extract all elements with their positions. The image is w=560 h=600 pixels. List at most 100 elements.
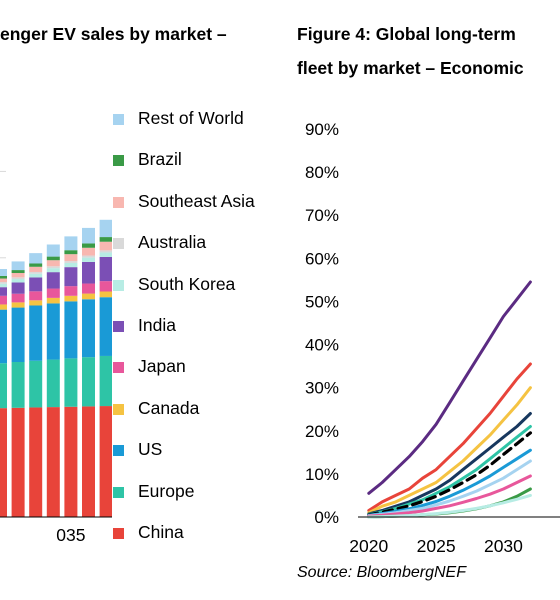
right-x-tick-label: 2025 — [417, 536, 456, 556]
legend-swatch — [113, 114, 124, 125]
bar-rest-of-world-2035 — [64, 236, 78, 251]
legend-swatch — [113, 528, 124, 539]
bar-us-2036 — [82, 299, 95, 358]
bar-europe-2035 — [64, 358, 78, 407]
bar-europe-2033 — [29, 360, 43, 408]
bar-japan-2036 — [82, 283, 95, 294]
bar-south-korea-2037 — [99, 252, 112, 257]
bar-japan-2034 — [46, 288, 60, 298]
right-chart-title-line1: Figure 4: Global long-term — [297, 24, 516, 44]
bar-europe-2032 — [11, 361, 25, 408]
right-y-tick-label: 20% — [305, 422, 339, 441]
right-y-tick-label: 40% — [305, 336, 339, 355]
right-x-tick-label: 2030 — [484, 536, 523, 556]
line-series-3 — [367, 412, 532, 516]
bar-canada-2033 — [29, 300, 43, 306]
bar-japan-2037 — [99, 281, 112, 292]
bar-canada-2035 — [64, 295, 78, 302]
bar-southeast-asia-2033 — [29, 266, 43, 272]
bar-us-2033 — [29, 305, 43, 361]
bar-us-2037 — [99, 297, 112, 356]
bar-china-2035 — [64, 406, 78, 517]
bar-japan-2033 — [29, 291, 43, 301]
bar-india-2032 — [11, 282, 25, 294]
right-x-tick-label: 2020 — [349, 536, 388, 556]
bar-australia-2034 — [46, 266, 60, 269]
line-series-0 — [367, 280, 532, 495]
bar-china-2033 — [29, 407, 43, 517]
right-y-tick-label: 0% — [314, 508, 339, 527]
right-y-tick-label: 60% — [305, 249, 339, 268]
bar-canada-2037 — [99, 291, 112, 298]
bar-south-korea-2031 — [0, 283, 7, 288]
bar-southeast-asia-2035 — [64, 254, 78, 262]
bar-south-korea-2035 — [64, 262, 78, 268]
legend-swatch — [113, 486, 124, 498]
bar-india-2037 — [99, 256, 112, 282]
legend-label: China — [138, 522, 184, 542]
bar-australia-2033 — [29, 271, 43, 274]
legend-swatch — [113, 403, 124, 415]
bar-india-2031 — [0, 287, 7, 296]
legend-swatch — [113, 362, 124, 374]
right-chart-title-line2: fleet by market – Economic — [297, 58, 524, 78]
bar-us-2032 — [11, 307, 25, 362]
line-series-8 — [367, 474, 532, 518]
line-series-10 — [367, 493, 532, 519]
line-series-2 — [367, 386, 532, 515]
bar-india-2035 — [64, 267, 78, 287]
bar-brazil-2036 — [82, 243, 95, 248]
bar-us-2034 — [46, 303, 60, 360]
left-stacked-bar-chart: 0352040 — [0, 170, 112, 545]
legend-label: Southeast Asia — [138, 190, 255, 211]
legend-label: Europe — [138, 480, 195, 501]
bar-southeast-asia-2032 — [11, 273, 25, 278]
bar-rest-of-world-2036 — [82, 227, 95, 244]
legend-label: Australia — [138, 232, 207, 253]
bar-canada-2034 — [46, 297, 60, 304]
bar-south-korea-2032 — [11, 279, 25, 283]
legend-label: Canada — [138, 397, 200, 418]
bar-southeast-asia-2036 — [82, 247, 95, 256]
bar-southeast-asia-2034 — [46, 260, 60, 267]
legend-label: US — [138, 439, 163, 460]
line-series-1 — [367, 362, 532, 512]
legend-label: Rest of World — [138, 108, 244, 128]
bar-canada-2032 — [11, 302, 25, 308]
bar-brazil-2034 — [46, 256, 60, 261]
bar-india-2036 — [82, 261, 95, 284]
bar-europe-2031 — [0, 363, 7, 409]
bar-south-korea-2033 — [29, 273, 43, 278]
right-y-tick-label: 80% — [305, 163, 339, 182]
right-y-tick-label: 10% — [305, 465, 339, 484]
source-note: Source: BloombergNEF — [297, 564, 466, 581]
bar-china-2032 — [11, 407, 25, 517]
bar-australia-2031 — [0, 281, 7, 284]
bar-south-korea-2034 — [46, 268, 60, 273]
bar-china-2037 — [99, 406, 112, 517]
left-chart-title: enger EV sales by market – — [0, 24, 227, 44]
bar-brazil-2033 — [29, 263, 43, 267]
bar-australia-2035 — [64, 261, 78, 263]
line-series-4 — [367, 425, 532, 516]
left-x-tick-label: 035 — [56, 525, 85, 545]
bar-us-2031 — [0, 309, 7, 364]
legend-label: Brazil — [138, 149, 182, 170]
bar-brazil-2035 — [64, 250, 78, 255]
right-y-tick-label: 50% — [305, 292, 339, 311]
bar-brazil-2031 — [0, 275, 7, 279]
bar-canada-2031 — [0, 304, 7, 310]
right-y-tick-label: 30% — [305, 379, 339, 398]
legend-label: Japan — [138, 356, 186, 377]
line-series-5 — [367, 431, 532, 517]
bar-rest-of-world-2037 — [99, 219, 112, 238]
bar-japan-2031 — [0, 295, 7, 305]
bar-china-2036 — [82, 406, 95, 517]
bar-europe-2037 — [99, 355, 112, 407]
bar-europe-2036 — [82, 357, 95, 407]
right-y-tick-label: 70% — [305, 206, 339, 225]
legend-swatch — [113, 321, 124, 332]
bar-us-2035 — [64, 301, 78, 359]
bar-australia-2036 — [82, 255, 95, 258]
